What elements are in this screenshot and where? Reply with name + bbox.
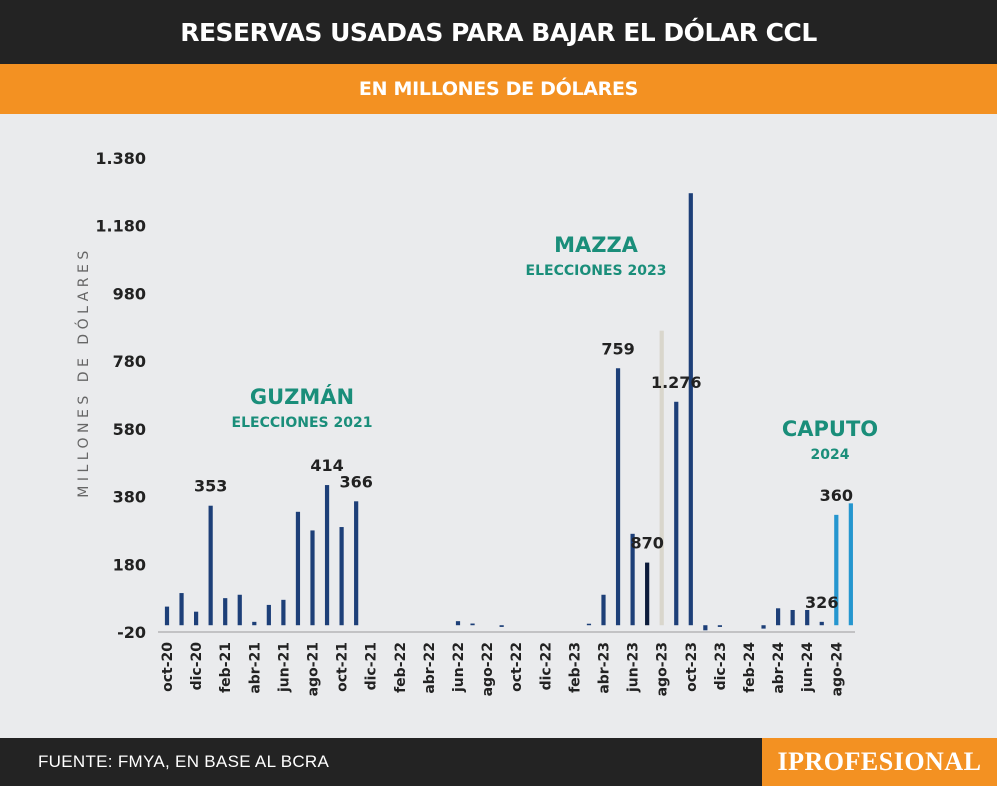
x-tick-label: oct-21: [335, 642, 351, 692]
y-tick-label: 380: [113, 488, 146, 507]
x-tick-label: feb-22: [393, 642, 409, 693]
bar: [208, 505, 213, 626]
bar: [252, 621, 257, 626]
x-tick-label: jun-22: [451, 642, 467, 693]
bar: [295, 511, 301, 626]
y-tick-label: 980: [113, 284, 146, 303]
bar: [790, 609, 795, 626]
bar: [717, 625, 722, 627]
bar: [194, 611, 199, 626]
bar: [266, 604, 271, 626]
bar: [179, 593, 184, 626]
bar: [339, 527, 344, 626]
bar: [164, 606, 170, 626]
bar: [470, 623, 475, 626]
x-tick-label: dic-20: [189, 642, 205, 691]
bar-chart: MILLONES DE DÓLARES -20 180 380 580 780 980 1.1…: [74, 149, 878, 697]
annotation-name: GUZMÁN: [250, 384, 354, 409]
x-tick-label: feb-23: [567, 642, 583, 693]
footer: FUENTE: FMYA, EN BASE AL BCRA IPROFESION…: [0, 738, 997, 786]
bar: [324, 485, 330, 626]
x-tick-label: ago-24: [829, 642, 845, 697]
y-axis-label: MILLONES DE DÓLARES: [74, 246, 92, 498]
annotation-name: CAPUTO: [782, 417, 878, 441]
chart-title: RESERVAS USADAS PARA BAJAR EL DÓLAR CCL: [0, 0, 997, 64]
bar: [223, 598, 228, 626]
x-tick-label: oct-23: [684, 642, 700, 692]
bar: [834, 514, 839, 626]
bar: [819, 621, 824, 626]
x-tick-label: dic-23: [713, 642, 729, 690]
bar: [645, 562, 650, 626]
chart-subtitle: EN MILLONES DE DÓLARES: [0, 64, 997, 114]
brand-logo: IPROFESIONAL: [762, 738, 997, 786]
x-tick-label: jun-21: [276, 642, 292, 693]
source-note: FUENTE: FMYA, EN BASE AL BCRA: [38, 752, 330, 771]
bar: [659, 330, 664, 626]
subtitle-text: EN MILLONES DE DÓLARES: [358, 78, 639, 100]
bar: [354, 501, 359, 626]
x-tick-label: abr-24: [771, 642, 787, 694]
bar: [310, 530, 315, 626]
bar: [688, 193, 693, 626]
data-label: 870: [630, 534, 663, 553]
y-tick-label: 580: [113, 420, 146, 439]
bar: [805, 609, 810, 626]
x-tick-label: dic-22: [538, 642, 554, 690]
chart-area: MILLONES DE DÓLARES -20 180 380 580 780 980 1.1…: [0, 114, 997, 738]
y-tick-label: 780: [113, 352, 146, 371]
x-tick-label: ago-23: [655, 642, 671, 696]
y-tick-label: -20: [117, 623, 146, 642]
x-tick-label: ago-22: [480, 642, 496, 696]
x-tick-label: ago-21: [306, 642, 322, 696]
bar: [761, 625, 766, 629]
bar: [630, 533, 635, 626]
annotation-subtitle: ELECCIONES 2023: [526, 263, 667, 279]
bar: [674, 401, 679, 626]
x-tick-label: oct-22: [509, 642, 525, 692]
x-tick-label: abr-21: [247, 642, 263, 694]
bar: [615, 368, 621, 626]
data-label: 360: [820, 486, 853, 505]
data-label: 759: [601, 339, 634, 358]
x-tick-label: feb-24: [742, 642, 758, 693]
x-tick-label: jun-23: [626, 642, 642, 693]
bar: [703, 625, 708, 631]
x-tick-label: dic-21: [364, 642, 380, 690]
data-label: 1.276: [651, 373, 702, 392]
annotation-subtitle: 2024: [811, 447, 850, 463]
bar: [455, 621, 461, 626]
data-label: 326: [805, 593, 838, 612]
x-tick-label: feb-21: [218, 642, 234, 693]
bar: [281, 599, 286, 626]
bar: [499, 625, 504, 627]
x-tick-label: oct-20: [160, 642, 176, 692]
bar: [848, 503, 853, 626]
data-label: 366: [339, 472, 372, 491]
data-label: 353: [194, 477, 227, 496]
bar: [601, 594, 606, 626]
y-tick-label: 1.380: [95, 149, 146, 168]
bar: [586, 623, 592, 626]
x-tick-label: abr-23: [597, 642, 613, 694]
x-tick-label: jun-24: [800, 642, 816, 693]
x-tick-label: abr-22: [422, 642, 438, 694]
bar: [776, 608, 781, 626]
annotation-subtitle: ELECCIONES 2021: [232, 415, 373, 431]
title-text: RESERVAS USADAS PARA BAJAR EL DÓLAR CCL: [180, 17, 817, 47]
y-tick-label: 1.180: [95, 217, 146, 236]
bar: [237, 594, 242, 626]
annotation-name: MAZZA: [554, 233, 639, 257]
data-label: 414: [310, 456, 343, 475]
y-tick-label: 180: [113, 555, 146, 574]
